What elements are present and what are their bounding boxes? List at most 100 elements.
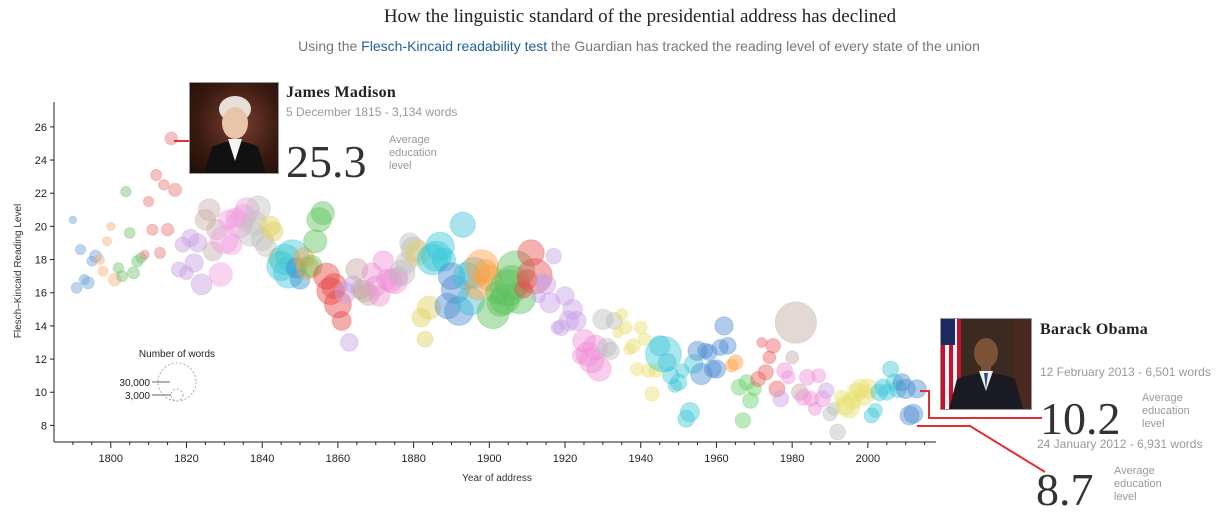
obama-2012-value: 8.7 [1036,464,1094,515]
bubble-1873 [376,268,399,291]
bubble-1872 [372,250,395,273]
bubble-1939 [629,361,645,377]
bubble-1922 [562,298,584,320]
bubble-1836 [234,197,260,223]
bubble-1963 [718,336,737,355]
bubble-1994 [834,395,856,416]
madison-callout: James Madison 5 December 1815 - 3,134 wo… [286,84,486,119]
bubble-1917 [545,247,563,265]
x-tick-label-1980: 1980 [780,453,804,465]
bubble-1862 [334,281,357,304]
bubble-1938 [625,338,641,354]
bubble-1841 [255,235,277,258]
bubble-1840 [250,228,274,252]
bubble-1972 [756,337,768,348]
bubble-1807 [131,255,144,268]
bubble-1962 [714,316,734,336]
bubble-1997 [846,382,867,403]
bubble-1899 [473,259,498,284]
bubble-1827 [202,241,224,262]
bubble-1819 [174,236,191,253]
bubble-1930 [592,308,614,330]
x-axis: 1800 1820 1840 1860 1880 1900 1920 1940 1960 1980… [54,441,936,465]
bubble-1851 [292,247,315,269]
bubble-1885 [416,243,449,276]
bubble-1900 [475,264,503,292]
bubble-1835 [230,204,256,229]
bubble-1925 [572,328,596,353]
bubble-1818 [170,261,187,278]
bubble-1929 [586,356,612,382]
bubble-1832 [221,234,243,256]
bubble-1855 [306,207,332,233]
bubble-1847 [272,257,305,289]
bubble-1948 [662,367,680,385]
bubble-1808 [135,252,147,264]
bubble-1812 [150,168,163,182]
bubble-1858 [316,277,345,306]
bubble-1946 [645,335,682,373]
bubble-1958 [700,343,718,362]
bubble-1915 [535,274,557,295]
bubble-1814 [158,179,170,191]
bubble-1953 [679,402,701,423]
bubble-2000 [857,378,879,400]
bubble-1924 [571,347,589,365]
bubble-1951 [675,363,690,379]
size-legend: Number of words 30,000 3,000 [119,349,215,402]
bubble-1793 [78,273,90,286]
bubble-1842 [258,215,281,238]
y-tick-label-14: 14 [35,321,47,333]
bubble-1954 [683,354,704,374]
madison-portrait-image [204,96,266,173]
bubble-1912 [516,258,553,295]
flesch-kincaid-link[interactable]: Flesch-Kincaid readability test [361,38,548,54]
bubble-1824 [190,273,213,296]
bubble-1859 [321,273,348,300]
bubble-1825 [194,208,217,231]
page-title: How the linguistic standard of the presi… [383,6,897,27]
bubble-2007 [885,373,904,392]
bubble-1846 [269,243,301,276]
bubble-1977 [772,390,790,408]
bubble-1792 [74,243,87,256]
bubble-1894 [452,262,481,291]
madison-value: 25.3 [286,136,367,187]
bubble-1993 [833,389,850,405]
bubble-1844 [267,247,288,268]
bubble-1988 [813,390,831,408]
bubble-1848 [275,239,310,274]
bubble-1916 [539,292,561,314]
bubble-1970 [746,381,762,397]
bubble-1927 [578,347,605,374]
bubble-1983 [794,388,813,406]
bubble-1821 [181,228,200,248]
bubble-1866 [350,279,371,300]
bubble-1843 [263,221,284,242]
x-tick-label-1800: 1800 [99,453,123,465]
bubble-1888 [431,247,457,272]
bubble-1960 [706,359,727,379]
bubble-1809 [139,249,150,260]
bubble-1871 [368,285,391,307]
bubble-1989 [817,382,835,400]
madison-meta: 5 December 1815 - 3,134 words [286,105,458,119]
bubble-1822 [184,253,204,273]
y-tick-label-8: 8 [41,420,47,432]
bubble-1876 [388,266,409,287]
x-tick-label-1920: 1920 [553,453,577,465]
bubble-1937 [623,342,636,356]
bubble-1950 [669,373,688,391]
bubble-1955 [687,340,708,361]
bubble-1935 [615,307,629,321]
bubble-1968 [738,374,755,391]
bubble-1978 [776,362,793,380]
bubble-1853 [300,254,323,278]
bubble-1996 [843,391,863,410]
obama-name: Barack Obama [1040,321,1149,338]
bubble-1991 [826,401,841,416]
bubble-1857 [313,262,340,290]
bubble-1864 [343,275,363,294]
x-tick-label-1940: 1940 [628,453,652,465]
